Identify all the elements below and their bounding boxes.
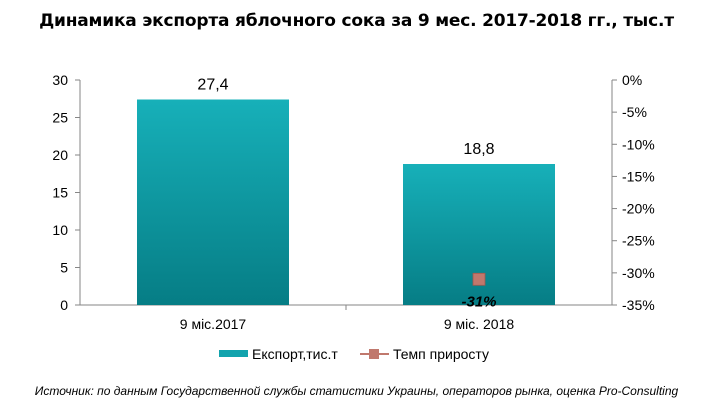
chart: 0 5 10 15 20 25 30 -35% -30% -25% -20% -15% -10% -5% 0… xyxy=(52,72,655,362)
x-tick-label: 9 міс.2017 xyxy=(180,316,247,332)
y-left-tick-label: 0 xyxy=(60,297,68,313)
source-note: Источник: по данным Государственной служ… xyxy=(34,384,679,398)
growth-data-label: -31% xyxy=(461,293,496,310)
y-left-tick-label: 5 xyxy=(60,260,68,276)
y-right-tick-label: -35% xyxy=(622,297,655,313)
legend-swatch-export xyxy=(219,350,248,357)
y-left-tick-label: 15 xyxy=(52,185,68,201)
y-right-tick-label: -5% xyxy=(622,104,647,120)
bar-data-label: 18,8 xyxy=(463,141,494,158)
y-left-tick-label: 20 xyxy=(52,147,68,163)
y-right-tick-label: -25% xyxy=(622,233,655,249)
legend-label-export: Експорт,тис.т xyxy=(252,346,338,362)
y-left-tick-label: 25 xyxy=(52,110,68,126)
bar-data-label: 27,4 xyxy=(197,77,228,94)
y-right-tick-label: -30% xyxy=(622,265,655,281)
chart-title: Динамика экспорта яблочного сока за 9 ме… xyxy=(39,11,674,31)
y-left-tick-label: 10 xyxy=(52,222,68,238)
growth-point xyxy=(472,272,486,286)
y-right-tick-label: 0% xyxy=(622,72,642,88)
legend-swatch-growth xyxy=(369,349,379,359)
x-tick-label: 9 міс. 2018 xyxy=(444,316,515,332)
y-right-tick-label: -10% xyxy=(622,136,655,152)
bar xyxy=(137,99,289,305)
legend-label-growth: Темп приросту xyxy=(393,346,489,362)
y-left-tick-label: 30 xyxy=(52,72,68,88)
y-right-tick-label: -15% xyxy=(622,168,655,184)
y-right-tick-label: -20% xyxy=(622,201,655,217)
